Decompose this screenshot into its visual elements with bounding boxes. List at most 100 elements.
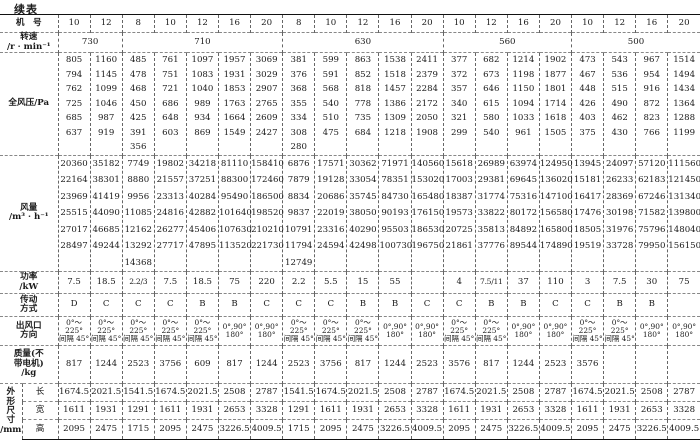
model-number: 8 bbox=[121, 14, 155, 33]
power-value: 2.2/3 bbox=[121, 271, 155, 294]
pressure-values: 543 536 515 490 462 430 bbox=[603, 52, 636, 155]
outlet-direction: 0°,90° 180° bbox=[217, 316, 251, 346]
drive-type: B bbox=[217, 293, 251, 317]
outlet-direction: 0°～225° 间隔 45° bbox=[57, 316, 91, 346]
fan-performance-table: 机 号 10 12 8 10 12 16 20 8 10 12 16 20 10 12 16 20 10 12 16 2… bbox=[0, 14, 700, 440]
drive-type: C bbox=[538, 293, 572, 317]
airflow-label: 风量/m³ · h⁻¹ bbox=[0, 154, 59, 272]
mass-value: 609 bbox=[185, 345, 219, 384]
pressure-values: 863 852 818 778 735 684 bbox=[346, 52, 379, 155]
speed-value: 560 bbox=[442, 32, 572, 53]
outlet-direction: 0°～225° 间隔 45° bbox=[442, 316, 476, 346]
airflow-values: 35182 38301 41419 44090 46685 49244 bbox=[89, 154, 123, 272]
model-number: 12 bbox=[603, 14, 636, 33]
drive-type: B bbox=[635, 293, 668, 317]
pressure-values: 1214 1198 1150 1094 1033 961 bbox=[506, 52, 540, 155]
power-value bbox=[410, 271, 444, 294]
pressure-values: 1902 1877 1801 1714 1618 1505 bbox=[538, 52, 572, 155]
drive-type: B bbox=[378, 293, 412, 317]
drive-type: C bbox=[250, 293, 283, 317]
airflow-values: 17571 19128 20686 22019 23316 24594 bbox=[314, 154, 347, 272]
model-number: 16 bbox=[506, 14, 540, 33]
pressure-values: 1957 1931 1853 1763 1664 1549 bbox=[217, 52, 251, 155]
length-value: 1674.5 bbox=[442, 383, 476, 402]
airflow-values: 111560 121450 131340 139800 148040 156150 bbox=[667, 154, 700, 272]
pressure-values: 1097 1083 1040 989 934 869 bbox=[185, 52, 219, 155]
width-value: 1611 bbox=[153, 401, 187, 420]
airflow-values: 63974 69645 75316 80172 84892 89544 bbox=[506, 154, 540, 272]
length-value: 2508 bbox=[378, 383, 412, 402]
outlet-direction: 0°,90° 180° bbox=[538, 316, 572, 346]
pressure-values: 3069 3029 2907 2765 2609 2427 bbox=[250, 52, 283, 155]
mass-value: 817 bbox=[346, 345, 379, 384]
outlet-direction: 0°～225° 间隔 45° bbox=[89, 316, 123, 346]
drive-type: B bbox=[185, 293, 219, 317]
height-value: 4009.5 bbox=[667, 419, 700, 440]
power-value: 7.5/11 bbox=[474, 271, 508, 294]
width-value: 1611 bbox=[442, 401, 476, 420]
pressure-values: 805 794 762 725 685 637 bbox=[57, 52, 91, 155]
model-number: 10 bbox=[153, 14, 187, 33]
airflow-values: 81110 88300 95490 101640 107630 113520 bbox=[217, 154, 252, 272]
length-value: 2787 bbox=[410, 383, 444, 402]
drive-type: C bbox=[314, 293, 347, 317]
drive-type: C bbox=[442, 293, 476, 317]
outlet-direction: 0°～225° 间隔 45° bbox=[346, 316, 379, 346]
power-value: 7.5 bbox=[603, 271, 636, 294]
width-value: 1291 bbox=[121, 401, 155, 420]
length-value: 1541.5 bbox=[121, 383, 155, 402]
mass-value: 3576 bbox=[442, 345, 476, 384]
model-number: 8 bbox=[282, 14, 315, 33]
drive-type: C bbox=[571, 293, 604, 317]
width-value: 3328 bbox=[410, 401, 444, 420]
drive-type-label: 传动 方式 bbox=[0, 293, 59, 317]
outlet-direction: 0°～225° 间隔 45° bbox=[121, 316, 155, 346]
pressure-values: 1538 1518 1457 1386 1309 1218 bbox=[378, 52, 412, 155]
power-value: 55 bbox=[378, 271, 412, 294]
model-number: 12 bbox=[346, 14, 379, 33]
airflow-values: 19802 21557 23313 24816 26277 27717 bbox=[153, 154, 187, 272]
pressure-values: 682 673 646 615 580 540 bbox=[474, 52, 508, 155]
height-value: 4009.5 bbox=[410, 419, 444, 440]
height-value: 1715 bbox=[282, 419, 315, 440]
drive-type: B bbox=[506, 293, 540, 317]
height-value: 4009.5 bbox=[250, 419, 283, 440]
speed-label: 转速/r · min⁻¹ bbox=[0, 32, 59, 53]
pressure-values: 381 376 368 355 334 308 280 bbox=[282, 52, 315, 155]
height-value: 2095 bbox=[314, 419, 347, 440]
length-value: 2787 bbox=[538, 383, 572, 402]
model-number: 16 bbox=[217, 14, 251, 33]
speed-value: 500 bbox=[571, 32, 700, 53]
airflow-values: 6876 7879 8834 9837 10791 11794 12749 bbox=[282, 154, 315, 272]
outlet-direction: 0°,90° 180° bbox=[250, 316, 283, 346]
airflow-values: 13945 15181 16417 17476 18505 19519 bbox=[571, 154, 604, 272]
mass-value: 1244 bbox=[250, 345, 283, 384]
length-value: 1674.5 bbox=[153, 383, 187, 402]
pressure-values: 2411 2379 2284 2172 2050 1908 bbox=[410, 52, 444, 155]
mass-value: 1244 bbox=[378, 345, 412, 384]
height-value: 2095 bbox=[571, 419, 604, 440]
outlet-direction: 0°～225° 间隔 45° bbox=[282, 316, 315, 346]
model-number: 20 bbox=[250, 14, 283, 33]
height-value: 2475 bbox=[346, 419, 379, 440]
height-value: 3226.5 bbox=[635, 419, 668, 440]
pressure-values: 377 372 357 340 321 299 bbox=[442, 52, 476, 155]
height-value: 2475 bbox=[603, 419, 636, 440]
height-label: 高 bbox=[21, 419, 59, 440]
length-value: 2021.5 bbox=[603, 383, 636, 402]
width-value: 3328 bbox=[250, 401, 283, 420]
mass-value: 817 bbox=[217, 345, 251, 384]
power-value: 37 bbox=[506, 271, 540, 294]
airflow-values: 158410 172460 186500 198520 210210 221730 bbox=[250, 154, 284, 272]
mass-value: 1244 bbox=[89, 345, 123, 384]
outlet-direction-label: 出风口 方向 bbox=[0, 316, 59, 346]
drive-type: B bbox=[603, 293, 636, 317]
length-value: 2021.5 bbox=[474, 383, 508, 402]
drive-type: C bbox=[89, 293, 123, 317]
height-value: 2095 bbox=[57, 419, 91, 440]
model-number: 16 bbox=[378, 14, 412, 33]
power-value: 15 bbox=[346, 271, 379, 294]
table-title: 续表 bbox=[14, 3, 38, 16]
speed-value: 730 bbox=[57, 32, 123, 53]
outlet-direction: 0°～225° 间隔 45° bbox=[314, 316, 347, 346]
